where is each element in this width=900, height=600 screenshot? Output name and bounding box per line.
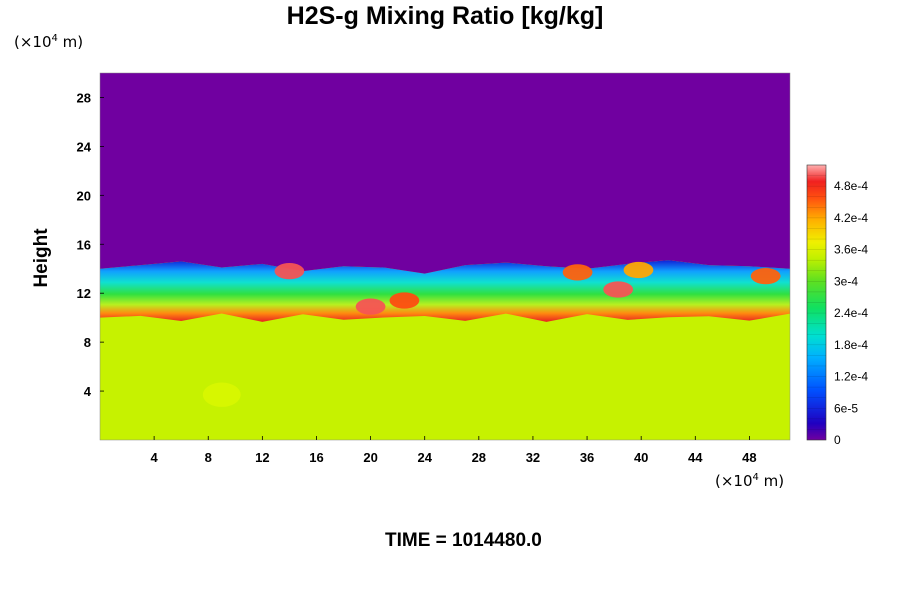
x-tick-label: 32 xyxy=(526,450,540,465)
x-tick-label: 4 xyxy=(151,450,159,465)
colorbar-tick-label: 1.2e-4 xyxy=(834,370,868,384)
x-tick-label: 16 xyxy=(309,450,323,465)
y-tick-label: 12 xyxy=(77,286,91,301)
hotspot xyxy=(274,263,305,280)
hotspot xyxy=(623,261,654,279)
y-tick-label: 16 xyxy=(77,237,91,252)
colorbar-tick-label: 0 xyxy=(834,433,841,447)
y-tick-label: 20 xyxy=(77,188,91,203)
x-tick-label: 8 xyxy=(205,450,212,465)
x-tick-label: 44 xyxy=(688,450,703,465)
hotspot xyxy=(389,292,420,309)
chart-title: H2S-g Mixing Ratio [kg/kg] xyxy=(286,2,604,30)
x-tick-label: 20 xyxy=(363,450,377,465)
colorbar-tick-label: 4.8e-4 xyxy=(834,179,868,193)
x-tick-label: 24 xyxy=(417,450,432,465)
colorbar-tick-label: 1.8e-4 xyxy=(834,338,868,352)
x-tick-label: 48 xyxy=(742,450,756,465)
y-tick-label: 8 xyxy=(84,335,91,350)
y-unit-label: (×104 m) xyxy=(14,33,84,51)
y-tick-label: 4 xyxy=(84,384,92,399)
x-tick-label: 28 xyxy=(472,450,486,465)
hotspot xyxy=(355,298,386,315)
colorbar-tick-label: 4.2e-4 xyxy=(834,211,868,225)
hotspot xyxy=(562,264,593,281)
transition-band xyxy=(100,260,790,322)
x-tick-label: 36 xyxy=(580,450,594,465)
y-tick-label: 24 xyxy=(77,139,92,154)
hotspot xyxy=(603,281,634,298)
colorbar-tick-label: 3e-4 xyxy=(834,274,858,288)
colorbar-tick-label: 3.6e-4 xyxy=(834,243,868,257)
time-label: TIME = 1014480.0 xyxy=(385,530,542,551)
x-tick-label: 12 xyxy=(255,450,269,465)
colorbar xyxy=(806,164,827,441)
x-tick-label: 40 xyxy=(634,450,648,465)
hotspot xyxy=(750,267,781,285)
y-tick-label: 28 xyxy=(77,90,91,105)
colorbar-tick-label: 6e-5 xyxy=(834,401,858,415)
upper-region xyxy=(100,73,790,274)
hotspot xyxy=(202,382,241,407)
x-unit-label: (×104 m) xyxy=(715,472,785,490)
colorbar-tick-label: 2.4e-4 xyxy=(834,306,868,320)
